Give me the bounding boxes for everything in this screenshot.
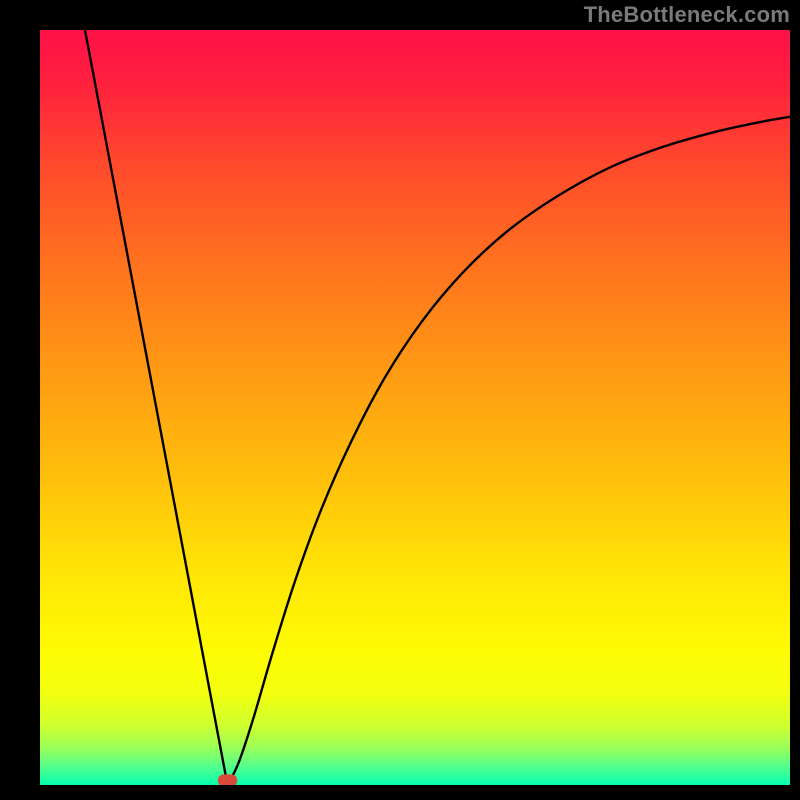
- minimum-marker: [218, 774, 238, 785]
- chart-svg: [40, 30, 790, 785]
- plot-area: [40, 30, 790, 785]
- chart-container: TheBottleneck.com: [0, 0, 800, 800]
- watermark-text: TheBottleneck.com: [584, 2, 790, 28]
